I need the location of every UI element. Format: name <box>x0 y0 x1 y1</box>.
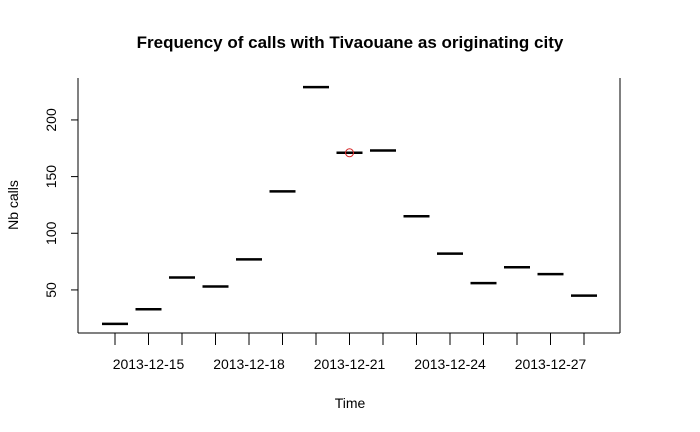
x-tick-label: 2013-12-15 <box>113 356 185 372</box>
y-tick-label: 150 <box>43 165 59 189</box>
x-tick-label: 2013-12-21 <box>314 356 386 372</box>
x-axis: 2013-12-15 2013-12-18 2013-12-21 2013-12-24… <box>113 333 587 372</box>
x-axis-label: Time <box>335 395 366 411</box>
highlight-point <box>345 148 354 158</box>
y-tick-label: 200 <box>43 108 59 132</box>
x-tick-label: 2013-12-24 <box>414 356 486 372</box>
plot-frame <box>77 78 621 334</box>
x-tick-label: 2013-12-18 <box>213 356 285 372</box>
x-tick-label: 2013-12-27 <box>515 356 587 372</box>
chart-title: Frequency of calls with Tivaouane as ori… <box>137 33 564 52</box>
y-axis: 50 100 150 200 <box>43 108 78 298</box>
y-tick-label: 100 <box>43 221 59 245</box>
data-series <box>102 85 597 326</box>
y-axis-label: Nb calls <box>5 180 21 230</box>
y-tick-label: 50 <box>43 282 59 298</box>
